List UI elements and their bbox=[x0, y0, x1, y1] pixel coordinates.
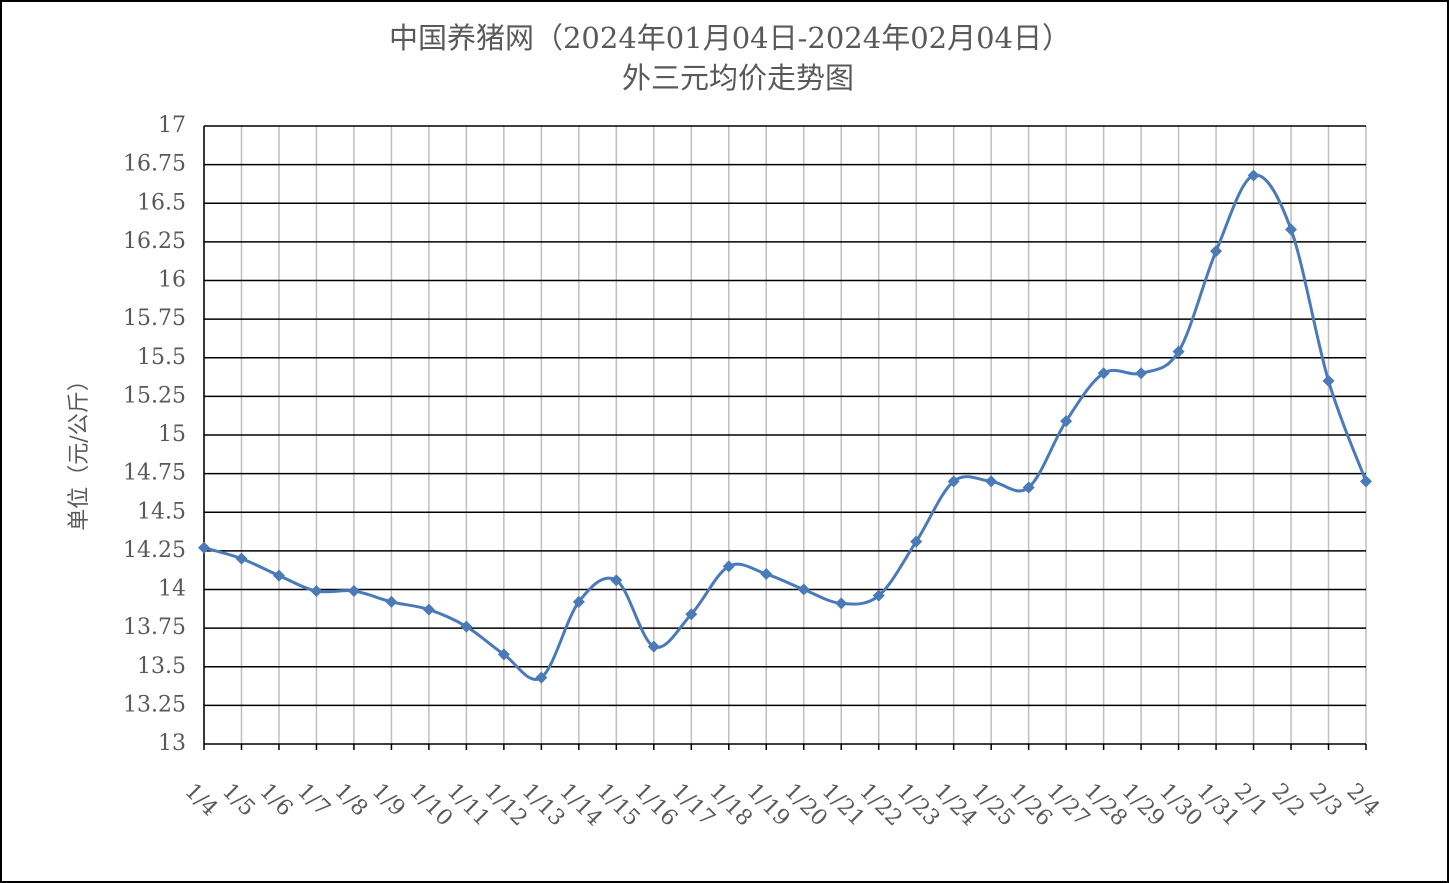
marker bbox=[535, 671, 548, 684]
marker bbox=[685, 608, 698, 621]
marker bbox=[760, 568, 773, 581]
marker bbox=[947, 475, 960, 488]
marker bbox=[835, 597, 848, 610]
marker bbox=[797, 583, 810, 596]
marker bbox=[1135, 367, 1148, 380]
y-tick-label: 13.5 bbox=[137, 654, 186, 679]
y-tick-label: 14 bbox=[158, 577, 186, 602]
marker bbox=[1022, 481, 1035, 494]
marker bbox=[235, 552, 248, 565]
y-tick-label: 16.75 bbox=[123, 152, 186, 177]
marker bbox=[1360, 475, 1372, 488]
y-tick-label: 13.75 bbox=[123, 615, 186, 640]
y-tick-label: 14.25 bbox=[123, 538, 186, 563]
marker bbox=[872, 589, 885, 602]
marker bbox=[422, 603, 435, 616]
marker bbox=[647, 640, 660, 653]
marker bbox=[1172, 345, 1185, 358]
marker bbox=[610, 574, 623, 587]
marker bbox=[272, 569, 285, 582]
y-tick-label: 17 bbox=[158, 113, 186, 138]
y-tick-label: 16.25 bbox=[123, 229, 186, 254]
marker bbox=[572, 595, 585, 608]
marker bbox=[722, 560, 735, 573]
y-tick-label: 15 bbox=[158, 422, 186, 447]
marker bbox=[1285, 223, 1298, 236]
marker bbox=[310, 585, 323, 598]
marker bbox=[385, 595, 398, 608]
y-tick-label: 13.25 bbox=[123, 692, 186, 717]
marker bbox=[497, 648, 510, 661]
marker bbox=[910, 535, 923, 548]
marker bbox=[1060, 415, 1073, 428]
marker bbox=[1097, 367, 1110, 380]
y-tick-label: 14.75 bbox=[123, 461, 186, 486]
y-tick-label: 15.75 bbox=[123, 306, 186, 331]
chart-subtitle: 外三元均价走势图 bbox=[622, 61, 854, 95]
marker bbox=[1210, 245, 1223, 258]
chart-title: 中国养猪网（2024年01月04日-2024年02月04日） bbox=[389, 21, 1071, 55]
marker bbox=[1322, 374, 1335, 387]
marker bbox=[198, 541, 210, 554]
y-tick-label: 16.5 bbox=[137, 190, 186, 215]
marker bbox=[1247, 169, 1260, 182]
marker bbox=[460, 620, 473, 633]
y-tick-label: 14.5 bbox=[137, 499, 186, 524]
y-tick-label: 15.5 bbox=[137, 345, 186, 370]
y-axis-title: 单位（元/公斤） bbox=[67, 369, 92, 530]
marker bbox=[985, 475, 998, 488]
y-tick-label: 15.25 bbox=[123, 383, 186, 408]
y-tick-label: 16 bbox=[158, 268, 186, 293]
y-tick-label: 13 bbox=[158, 731, 186, 756]
marker bbox=[347, 585, 360, 598]
